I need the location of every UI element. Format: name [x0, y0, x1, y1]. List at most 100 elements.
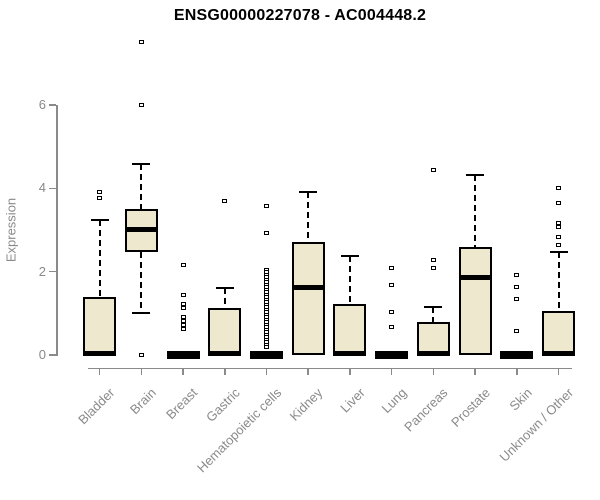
y-tick	[49, 354, 56, 356]
upper-whisker	[307, 192, 310, 243]
y-tick-label: 4	[38, 180, 46, 196]
outlier-point	[180, 322, 186, 327]
x-tick-label: Liver	[336, 385, 368, 416]
box	[208, 307, 242, 355]
box	[333, 304, 367, 355]
upper-whisker	[474, 174, 477, 247]
upper-whisker	[140, 164, 143, 210]
upper-whisker-cap	[424, 306, 443, 309]
x-tick-label: Breast	[163, 385, 201, 423]
collapsed-box	[500, 351, 534, 359]
outlier-point	[514, 328, 520, 333]
upper-whisker-cap	[549, 251, 568, 254]
x-tick-label: Gastric	[202, 385, 243, 425]
outlier-point	[138, 102, 144, 107]
median-line	[291, 284, 325, 290]
outlier-point	[180, 302, 186, 307]
outlier-point	[389, 325, 395, 330]
box	[291, 242, 325, 355]
lower-whisker	[140, 252, 143, 314]
median-line	[542, 350, 576, 356]
x-tick-label: Pancreas	[401, 385, 451, 435]
x-tick	[557, 368, 560, 375]
lower-whisker-cap	[132, 312, 151, 315]
median-line	[333, 350, 367, 356]
upper-whisker-cap	[215, 286, 234, 289]
outlier-point	[514, 285, 520, 290]
x-tick	[98, 368, 101, 375]
outlier-point	[556, 200, 562, 205]
upper-whisker-cap	[132, 163, 151, 166]
x-tick	[224, 368, 226, 375]
outlier-point	[180, 292, 186, 297]
x-tick	[390, 368, 393, 375]
upper-whisker	[348, 255, 351, 305]
x-tick	[474, 368, 476, 375]
x-tick	[182, 368, 184, 375]
outlier-point	[180, 305, 186, 310]
outlier-point	[138, 40, 144, 45]
chart-title: ENSG00000227078 - AC004448.2	[173, 7, 427, 24]
outlier-point	[556, 235, 562, 240]
upper-whisker-cap	[466, 173, 485, 176]
outlier-point	[180, 314, 186, 319]
x-tick-label: Bladder	[74, 385, 118, 428]
upper-whisker	[557, 252, 560, 312]
y-tick	[49, 104, 56, 106]
outlier-point	[514, 272, 520, 277]
box	[542, 311, 576, 355]
outlier-point	[180, 318, 186, 323]
x-tick	[516, 368, 518, 375]
x-tick	[140, 368, 143, 375]
outlier-point	[389, 310, 395, 315]
y-tick	[49, 270, 56, 273]
upper-whisker-cap	[299, 191, 318, 194]
box	[458, 246, 492, 355]
x-tick	[432, 368, 435, 375]
median-line	[124, 227, 158, 233]
collapsed-box	[249, 351, 283, 359]
x-tick-label: Brain	[126, 385, 159, 418]
outlier-point	[556, 220, 562, 225]
x-tick-label: Lung	[378, 385, 410, 417]
box	[83, 297, 117, 355]
upper-whisker	[223, 287, 226, 308]
outlier-point	[556, 242, 562, 247]
median-line	[208, 350, 242, 356]
median-line	[416, 350, 450, 356]
outlier-point	[430, 257, 436, 262]
collapsed-box	[166, 351, 200, 359]
x-tick	[265, 368, 268, 375]
outlier-point	[430, 266, 436, 271]
outlier-point	[97, 196, 103, 201]
outlier-point	[556, 224, 562, 229]
outlier-point	[263, 231, 269, 236]
y-axis-line	[56, 104, 58, 357]
y-tick-label: 6	[38, 96, 46, 112]
median-line	[458, 274, 492, 280]
upper-whisker	[98, 219, 101, 298]
outlier-point	[389, 266, 395, 271]
upper-whisker-cap	[90, 218, 109, 221]
upper-whisker-cap	[340, 254, 359, 257]
median-line	[83, 350, 117, 356]
outlier-point	[556, 186, 562, 191]
outlier-point	[263, 344, 269, 349]
outlier-point	[180, 326, 186, 331]
y-tick	[49, 187, 56, 190]
outlier-point	[180, 263, 186, 268]
x-tick	[349, 368, 351, 375]
y-tick-label: 2	[38, 263, 46, 279]
outlier-point	[389, 282, 395, 287]
x-tick-label: Unknown / Other	[496, 385, 577, 465]
x-tick	[307, 368, 309, 375]
outlier-point	[97, 190, 103, 195]
upper-whisker	[432, 307, 435, 322]
x-tick-label: Prostate	[447, 385, 493, 430]
outlier-point	[263, 203, 269, 208]
x-axis-line	[88, 367, 572, 369]
outlier-point	[514, 297, 520, 302]
outlier-point	[430, 167, 436, 172]
x-tick-label: Skin	[505, 385, 535, 414]
